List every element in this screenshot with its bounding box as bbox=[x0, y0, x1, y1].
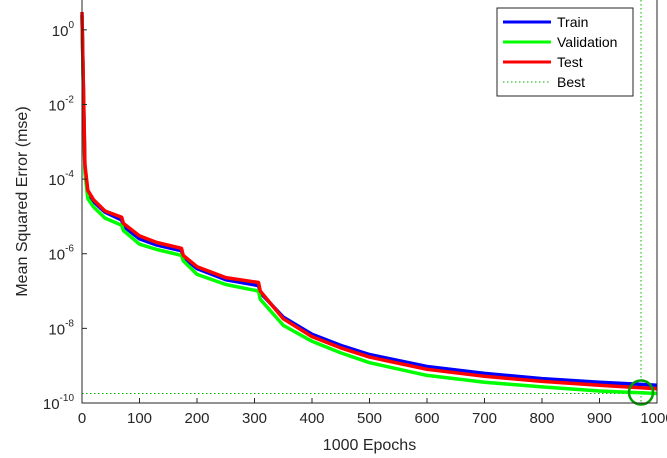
y-tick-label: 10-6 bbox=[48, 244, 74, 264]
best-marker bbox=[627, 379, 655, 406]
y-tick-label: 10-4 bbox=[48, 169, 74, 189]
x-tick-label: 700 bbox=[472, 410, 497, 427]
x-tick-label: 600 bbox=[414, 410, 439, 427]
legend-label-best: Best bbox=[557, 74, 585, 90]
series-line-validation bbox=[80, 16, 658, 396]
axes: 0 100 200 300 400 500 600 700 800 900 1000 100 10-2 1… bbox=[43, 0, 667, 427]
x-tick-label: 300 bbox=[242, 410, 267, 427]
y-tick-label: 10-8 bbox=[48, 318, 74, 338]
x-axis-label: 1000 Epochs bbox=[323, 437, 416, 454]
x-tick-label: 400 bbox=[299, 410, 324, 427]
x-tick-label: 200 bbox=[184, 410, 209, 427]
x-tick-label: 500 bbox=[357, 410, 382, 427]
y-tick-label: 100 bbox=[52, 20, 75, 40]
y-tick-label: 10-10 bbox=[43, 393, 75, 413]
x-tick-label: 900 bbox=[587, 410, 612, 427]
legend: Train Validation Test Best bbox=[496, 7, 634, 97]
series-line-test bbox=[80, 11, 658, 391]
x-tick-label: 1000 bbox=[640, 410, 667, 427]
y-axis-label: Mean Squared Error (mse) bbox=[14, 106, 31, 296]
plot-area bbox=[80, 0, 658, 406]
legend-label-test: Test bbox=[557, 54, 583, 70]
x-tick-label: 100 bbox=[127, 410, 152, 427]
x-tick-label: 0 bbox=[78, 410, 86, 427]
x-tick-label: 800 bbox=[529, 410, 554, 427]
legend-label-validation: Validation bbox=[557, 34, 617, 50]
y-tick-label: 10-2 bbox=[48, 94, 74, 114]
legend-label-train: Train bbox=[557, 14, 588, 30]
